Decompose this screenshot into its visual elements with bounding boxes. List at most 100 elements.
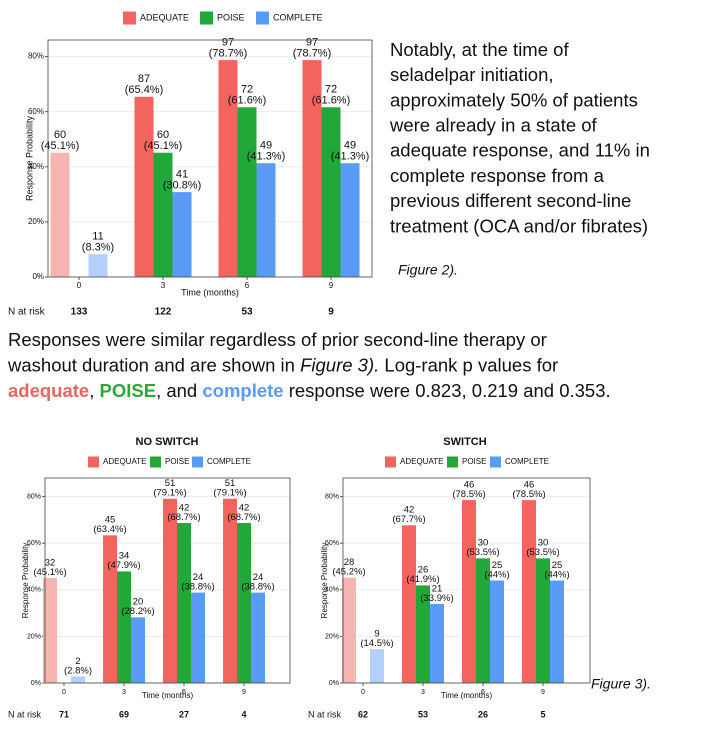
x-tick-label: 9 bbox=[541, 689, 545, 696]
y-tick-label: 80% bbox=[27, 493, 41, 500]
bar bbox=[490, 580, 504, 683]
paragraph-segment: POISE bbox=[100, 380, 157, 401]
side-note-line: complete response from a bbox=[390, 165, 605, 186]
side-note-line: seladelpar initiation, bbox=[390, 64, 554, 85]
legend-label: ADEQUATE bbox=[400, 457, 443, 466]
y-tick-label: 0% bbox=[32, 272, 44, 281]
value-label: (28.2%) bbox=[121, 606, 154, 617]
bar bbox=[218, 60, 238, 277]
bar bbox=[43, 577, 57, 683]
value-label: (63.4%) bbox=[93, 524, 126, 535]
paragraph-segment: Responses were similar regardless of pri… bbox=[8, 329, 547, 350]
count-label: 87 bbox=[138, 73, 150, 85]
legend-label: ADEQUATE bbox=[140, 12, 189, 22]
value-label: (78.7%) bbox=[293, 47, 332, 59]
count-label: 32 bbox=[45, 557, 56, 568]
legend-label: POISE bbox=[165, 457, 189, 466]
value-label: (79.1%) bbox=[213, 488, 246, 499]
side-note-line: Notably, at the time of bbox=[390, 39, 569, 60]
count-label: 25 bbox=[552, 560, 563, 571]
value-label: (65.4%) bbox=[125, 84, 164, 96]
value-label: (53.5%) bbox=[526, 547, 559, 558]
plot-frame bbox=[47, 39, 373, 278]
plot-frame bbox=[342, 477, 591, 684]
paragraph-segment: Log-rank p values for bbox=[379, 354, 558, 375]
paragraph-line: washout duration and are shown in Figure… bbox=[7, 354, 558, 375]
paragraph-segment: adequate bbox=[8, 380, 89, 401]
count-label: 34 bbox=[119, 551, 130, 562]
value-label: (8.3%) bbox=[82, 241, 114, 253]
count-label: 46 bbox=[524, 479, 535, 490]
paragraph-segment: complete bbox=[202, 380, 283, 401]
value-label: (68.7%) bbox=[167, 512, 200, 523]
value-label: (68.7%) bbox=[227, 512, 260, 523]
legend-swatch bbox=[192, 456, 203, 468]
legend-label: POISE bbox=[462, 457, 486, 466]
bar bbox=[153, 152, 173, 277]
value-label: (47.9%) bbox=[107, 560, 140, 571]
count-label: 46 bbox=[464, 479, 475, 490]
y-tick-label: 0% bbox=[31, 680, 41, 687]
value-label: (78.7%) bbox=[209, 47, 248, 59]
y-tick-label: 20% bbox=[325, 633, 339, 640]
value-label: (53.5%) bbox=[466, 547, 499, 558]
value-label: (41.3%) bbox=[247, 150, 286, 162]
legend-label: POISE bbox=[217, 12, 245, 22]
x-tick-label: 3 bbox=[122, 689, 126, 696]
side-note-line: treatment (OCA and/or fibrates) bbox=[390, 215, 648, 236]
count-label: 60 bbox=[54, 129, 66, 141]
paragraph-segment: washout duration and are shown in bbox=[7, 354, 300, 375]
count-label: 49 bbox=[260, 139, 272, 151]
legend-swatch bbox=[447, 456, 458, 468]
count-label: 49 bbox=[344, 139, 356, 151]
at-risk-value: 62 bbox=[358, 709, 368, 719]
side-note-line: approximately 50% of patients bbox=[390, 89, 638, 110]
value-label: (45.1%) bbox=[33, 567, 66, 578]
x-tick-label: 6 bbox=[481, 689, 485, 696]
value-label: (41.9%) bbox=[406, 574, 439, 585]
count-label: 45 bbox=[105, 515, 116, 526]
count-label: 42 bbox=[179, 502, 190, 513]
bar bbox=[177, 522, 191, 683]
legend-swatch bbox=[256, 11, 269, 25]
at-risk-label: N at risk bbox=[308, 709, 342, 719]
paragraph-line: Responses were similar regardless of pri… bbox=[8, 329, 547, 350]
value-label: (33.9%) bbox=[420, 593, 453, 604]
side-note-line: previous different second-line bbox=[390, 190, 631, 211]
count-label: 72 bbox=[325, 84, 337, 96]
count-label: 97 bbox=[306, 36, 318, 48]
count-label: 72 bbox=[241, 84, 253, 96]
y-tick-label: 20% bbox=[28, 217, 44, 226]
legend-swatch bbox=[200, 11, 213, 25]
at-risk-label: N at risk bbox=[8, 307, 46, 318]
count-label: 9 bbox=[374, 629, 379, 640]
bar bbox=[134, 96, 154, 277]
paragraph-line: adequate, POISE, and complete response w… bbox=[8, 380, 611, 401]
legend-label: COMPLETE bbox=[273, 12, 323, 22]
bar bbox=[302, 60, 322, 277]
x-tick-label: 0 bbox=[361, 689, 365, 696]
legend-label: COMPLETE bbox=[207, 457, 251, 466]
plot-frame bbox=[44, 477, 291, 684]
at-risk-value: 133 bbox=[71, 307, 88, 318]
value-label: (67.7%) bbox=[392, 514, 425, 525]
figure-caption: Figure 3). bbox=[591, 676, 651, 692]
value-label: (2.8%) bbox=[64, 665, 92, 676]
count-label: 42 bbox=[404, 505, 415, 516]
bar bbox=[550, 580, 564, 683]
x-tick-label: 6 bbox=[182, 689, 186, 696]
bar bbox=[462, 500, 476, 683]
value-label: (61.6%) bbox=[312, 95, 351, 107]
bar bbox=[117, 571, 131, 683]
count-label: 30 bbox=[478, 538, 489, 549]
value-label: (78.5%) bbox=[512, 489, 545, 500]
value-label: (79.1%) bbox=[153, 488, 186, 499]
value-label: (78.5%) bbox=[452, 489, 485, 500]
y-axis-label: Response Probability bbox=[21, 543, 30, 619]
legend-swatch bbox=[150, 456, 161, 468]
count-label: 21 bbox=[432, 583, 443, 594]
paragraph-segment: , and bbox=[156, 380, 202, 401]
y-tick-label: 0% bbox=[329, 680, 339, 687]
at-risk-value: 9 bbox=[328, 307, 334, 318]
